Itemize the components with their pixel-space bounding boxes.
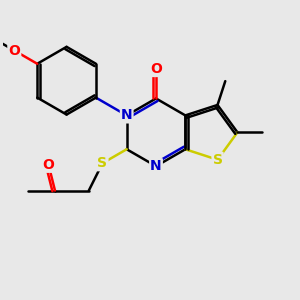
Text: N: N — [150, 159, 162, 173]
Text: S: S — [98, 156, 107, 170]
Text: S: S — [212, 153, 223, 167]
Text: O: O — [150, 62, 162, 76]
Text: O: O — [43, 158, 55, 172]
Text: O: O — [8, 44, 20, 58]
Text: N: N — [121, 108, 133, 122]
